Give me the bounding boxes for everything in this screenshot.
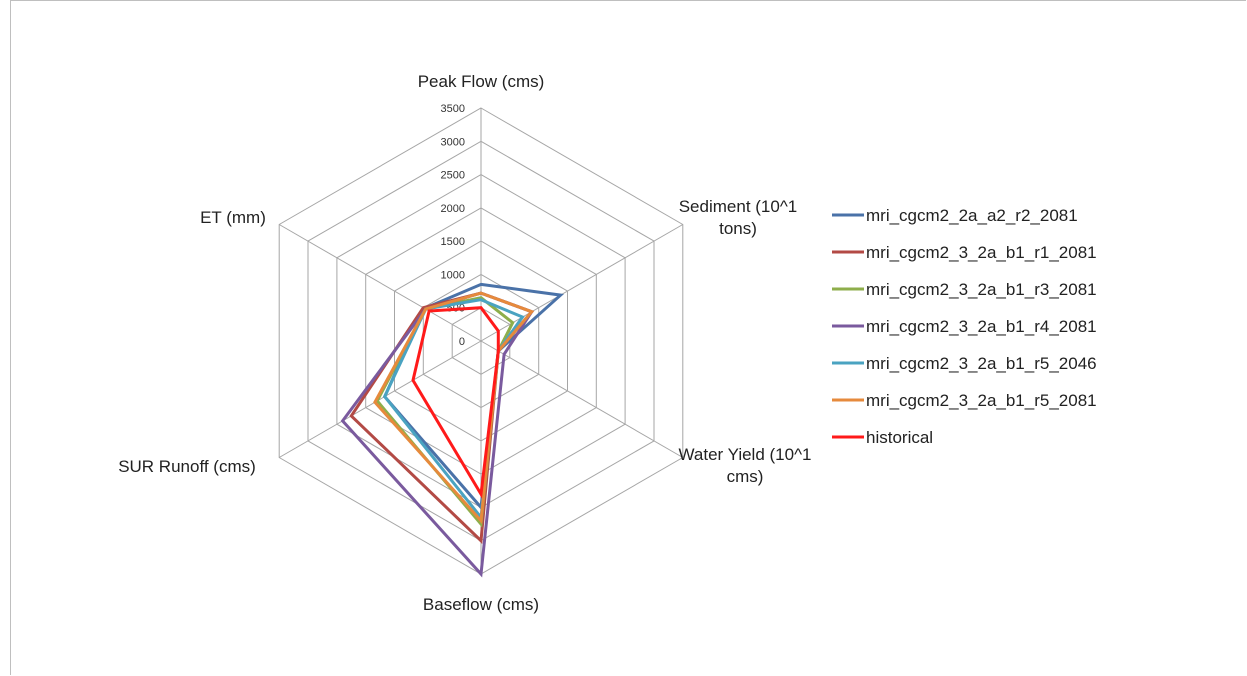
tick-label: 2500 xyxy=(441,170,465,182)
tick-label: 0 xyxy=(459,336,465,348)
axis-spoke xyxy=(480,224,684,342)
tick-label: 2000 xyxy=(441,203,465,215)
series-line xyxy=(349,291,535,544)
axis-spoke xyxy=(278,340,482,458)
axis-label: SUR Runoff (cms) xyxy=(118,457,256,476)
tick-label: 3000 xyxy=(441,136,465,148)
series-line xyxy=(373,291,535,525)
axis-label: Water Yield (10^1 cms) xyxy=(678,445,811,486)
series-line xyxy=(411,306,500,499)
legend-label: mri_cgcm2_2a_a2_r2_2081 xyxy=(866,206,1078,225)
axis-spoke xyxy=(278,224,482,342)
tick-label: 1000 xyxy=(441,269,465,281)
legend-label: mri_cgcm2_3_2a_b1_r5_2081 xyxy=(866,391,1097,410)
tick-label: 1500 xyxy=(441,236,465,248)
legend-label: mri_cgcm2_3_2a_b1_r1_2081 xyxy=(866,243,1097,262)
axis-label: ET (mm) xyxy=(200,208,266,227)
legend-label: mri_cgcm2_3_2a_b1_r4_2081 xyxy=(866,317,1097,336)
axis-spoke xyxy=(480,340,684,458)
legend-label: historical xyxy=(866,428,933,447)
axis-label: Sediment (10^1 tons) xyxy=(679,197,798,238)
legend-label: mri_cgcm2_3_2a_b1_r5_2046 xyxy=(866,354,1097,373)
axis-label: Baseflow (cms) xyxy=(423,595,539,614)
chart-frame xyxy=(10,0,1246,675)
axis-label: Peak Flow (cms) xyxy=(418,72,545,91)
tick-label: 3500 xyxy=(441,103,465,115)
legend-label: mri_cgcm2_3_2a_b1_r3_2081 xyxy=(866,280,1097,299)
